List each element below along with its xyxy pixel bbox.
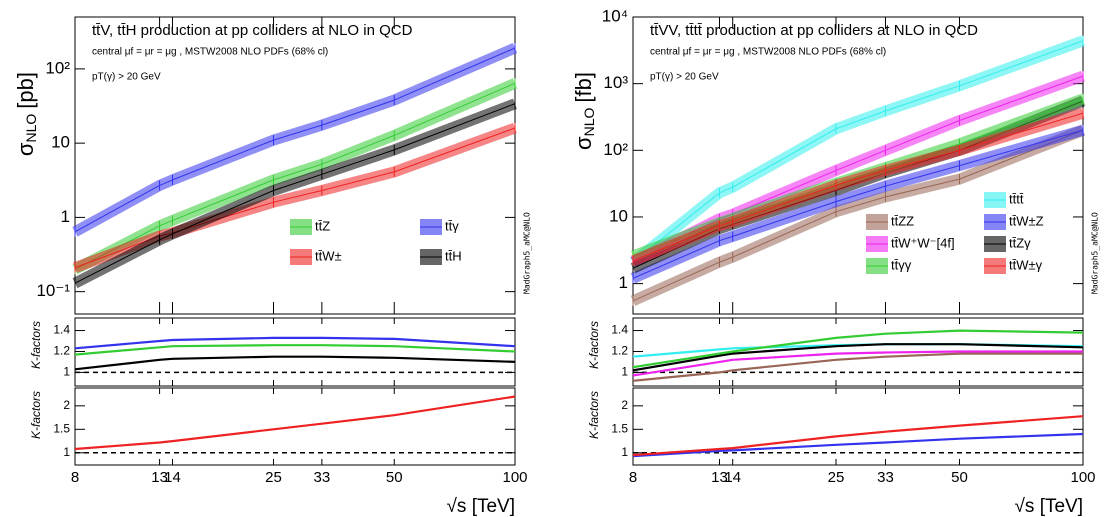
legend-label: tt̄γ xyxy=(445,218,459,233)
chart-note: pT(γ) > 20 GeV xyxy=(650,72,719,83)
y-axis-label: K-factors xyxy=(29,391,43,439)
y-tick-label: 10² xyxy=(45,58,70,77)
chart-note: pT(γ) > 20 GeV xyxy=(92,72,161,83)
x-tick-label: 13 xyxy=(151,469,168,486)
chart-subtitle: central μf = μr = μg , MSTW2008 NLO PDFs… xyxy=(92,47,328,58)
y-label-unit: [pb] xyxy=(13,72,38,109)
y-tick-label: 1.4 xyxy=(611,323,628,337)
y-axis-label: K-factors xyxy=(29,321,43,369)
y-tick-label: 1 xyxy=(63,365,70,379)
legend-label: tt̄ZZ xyxy=(891,213,914,228)
y-tick-label: 1.4 xyxy=(53,323,70,337)
legend-label: tt̄tt̄ xyxy=(1009,191,1024,206)
series-line xyxy=(632,415,1084,457)
generator-annotation: MadGraph5_aMC@NLO xyxy=(1091,212,1100,294)
series-line xyxy=(632,343,1084,372)
y-label-symbol: σ xyxy=(571,136,596,150)
x-axis-label: √s [TeV] xyxy=(1014,496,1083,517)
y-label-subscript: NLO xyxy=(581,107,597,136)
y-tick-label: 10 xyxy=(609,206,628,225)
y-axis-label: σNLO [pb] xyxy=(13,72,39,156)
y-tick-label: 10 xyxy=(51,133,70,152)
y-label-subscript: NLO xyxy=(23,114,39,143)
y-label-symbol: σ xyxy=(13,142,38,156)
y-tick-label: 1 xyxy=(619,273,628,292)
y-tick-label: 2 xyxy=(63,398,70,412)
x-tick-label: 8 xyxy=(629,469,637,486)
y-tick-label: 1 xyxy=(61,207,70,226)
y-axis-label: K-factors xyxy=(587,321,601,369)
x-tick-label: 100 xyxy=(502,469,527,486)
series-line xyxy=(632,350,1083,377)
y-tick-label: 2 xyxy=(621,398,628,412)
series-line xyxy=(74,395,516,451)
y-tick-label: 1 xyxy=(63,445,70,459)
y-tick-label: 1.5 xyxy=(53,421,70,435)
x-tick-label: 8 xyxy=(71,469,79,486)
y-tick-label: 1 xyxy=(621,365,628,379)
series-line xyxy=(74,355,516,371)
legend-label: tt̄W±γ xyxy=(1009,257,1043,272)
y-tick-label: 10⁴ xyxy=(602,6,628,25)
plot-frame xyxy=(632,387,1084,466)
series-line xyxy=(74,344,516,356)
legend-label: tt̄H xyxy=(445,248,462,263)
x-tick-label: 14 xyxy=(724,469,741,486)
y-tick-label: 1 xyxy=(621,445,628,459)
y-axis-label: σNLO [fb] xyxy=(571,72,597,150)
y-label-unit: [fb] xyxy=(571,72,596,103)
series-line xyxy=(74,336,516,350)
series-line xyxy=(632,352,1083,382)
plot-frame xyxy=(74,317,516,387)
plot-frame xyxy=(74,387,516,466)
x-tick-label: 50 xyxy=(386,469,403,486)
chart-subtitle: central μf = μr = μg , MSTW2008 NLO PDFs… xyxy=(650,47,886,58)
y-tick-label: 1.2 xyxy=(611,344,628,358)
y-tick-label: 1.2 xyxy=(53,344,70,358)
legend-label: tt̄W±Z xyxy=(1009,213,1044,228)
x-tick-label: 50 xyxy=(951,469,968,486)
series-line xyxy=(632,329,1084,369)
x-tick-label: 13 xyxy=(711,469,728,486)
x-tick-label: 100 xyxy=(1070,469,1095,486)
plot-frame xyxy=(74,16,516,315)
legend-label: tt̄Zγ xyxy=(1009,235,1031,250)
x-axis-label: √s [TeV] xyxy=(446,496,515,517)
x-tick-label: 14 xyxy=(164,469,181,486)
x-tick-label: 33 xyxy=(314,469,331,486)
y-tick-label: 1.5 xyxy=(611,421,628,435)
y-tick-label: 10⁻¹ xyxy=(36,281,70,300)
y-tick-label: 10² xyxy=(603,140,628,159)
y-tick-label: 10³ xyxy=(603,73,628,92)
series-line xyxy=(632,432,1084,458)
legend-label: tt̄γγ xyxy=(891,257,912,272)
legend-label: tt̄Z xyxy=(315,218,330,233)
chart-title: tt̄VV, tt̄tt̄ production at pp colliders… xyxy=(650,22,978,39)
generator-annotation: MadGraph5_aMC@NLO xyxy=(523,212,532,294)
legend-label: tt̄W⁺W⁻[4f] xyxy=(891,235,955,250)
chart-title: tt̄V, tt̄H production at pp colliders at… xyxy=(92,22,413,39)
plot-frame xyxy=(632,16,1084,315)
x-tick-label: 33 xyxy=(877,469,894,486)
y-axis-label: K-factors xyxy=(587,391,601,439)
legend-label: tt̄W± xyxy=(315,248,342,263)
x-tick-label: 25 xyxy=(828,469,845,486)
x-tick-label: 25 xyxy=(265,469,282,486)
